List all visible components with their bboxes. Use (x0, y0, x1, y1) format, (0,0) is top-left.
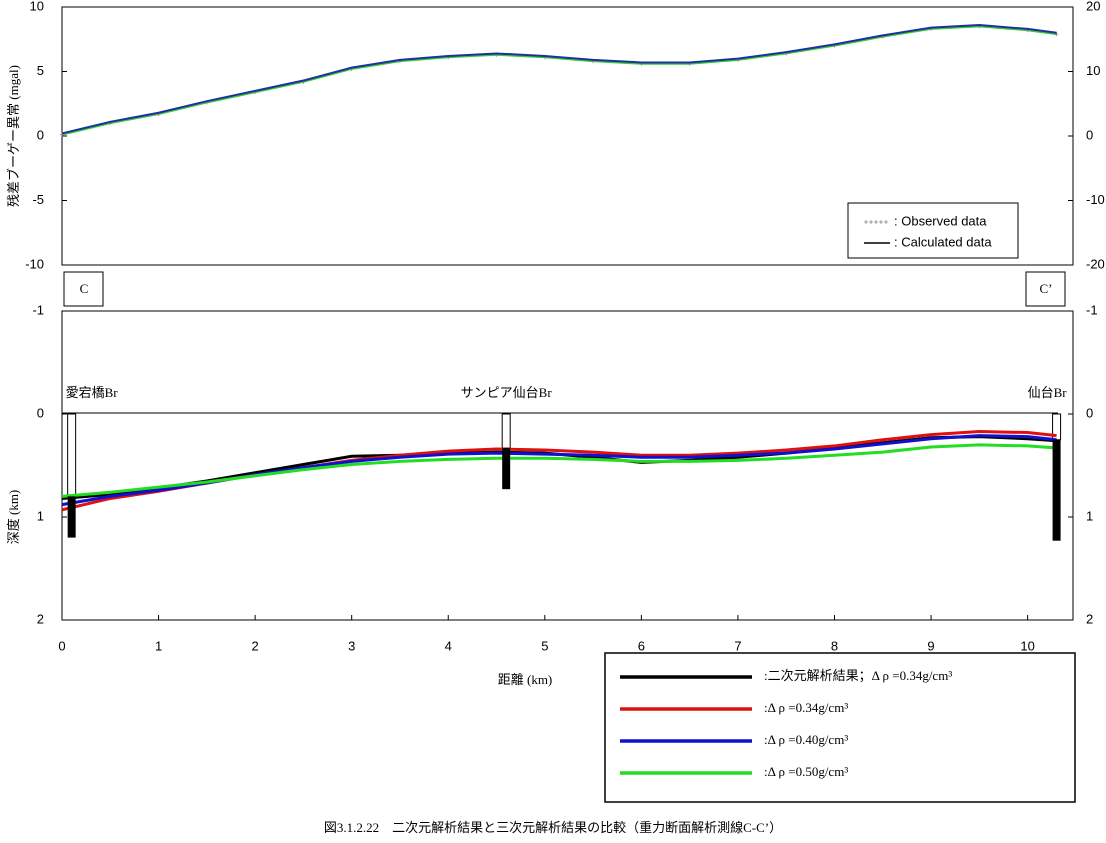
borehole-core (1052, 439, 1061, 541)
x-tick-label: 3 (348, 638, 355, 653)
y-tick-label: 5 (37, 63, 44, 78)
series-line (61, 24, 1057, 135)
borehole-casing (501, 413, 511, 449)
legend-marker (884, 220, 888, 224)
y-tick-label: -5 (32, 192, 44, 207)
borehole-core (67, 496, 76, 538)
y2-tick-label: 10 (1086, 63, 1100, 78)
y-axis-label: 深度 (km) (6, 490, 21, 545)
caption: 図3.1.2.22 二次元解析結果と三次元解析結果の比較（重力断面解析測線C-C… (324, 820, 782, 835)
x-tick-label: 9 (927, 638, 934, 653)
borehole-label: 愛宕橋Br (66, 385, 119, 400)
y2-tick-label: -20 (1086, 256, 1105, 271)
legend-marker (874, 220, 878, 224)
series-line (61, 434, 1057, 507)
y-tick-label: -1 (32, 302, 44, 317)
y2-tick-label: 2 (1086, 611, 1093, 626)
legend-marker (864, 220, 868, 224)
x-axis-label: 距離 (km) (498, 672, 553, 687)
borehole-casing (67, 413, 77, 497)
y-tick-label: 0 (37, 127, 44, 142)
y-tick-label: 0 (37, 405, 44, 420)
y2-tick-label: -1 (1086, 302, 1098, 317)
x-tick-label: 8 (831, 638, 838, 653)
end-label-box (1025, 271, 1066, 307)
x-tick-label: 7 (734, 638, 741, 653)
x-tick-label: 4 (445, 638, 452, 653)
legend-label: : Observed data (894, 213, 987, 228)
y2-tick-label: 20 (1086, 0, 1100, 13)
borehole-label: 仙台Br (1028, 385, 1068, 400)
y-axis-label: 残差ブーゲー異常 (mgal) (6, 65, 21, 207)
y-tick-label: 10 (30, 0, 44, 13)
x-tick-label: 6 (638, 638, 645, 653)
x-tick-label: 2 (252, 638, 259, 653)
legend-label: :二次元解析結果；Δ ρ =0.34g/cm³ (764, 668, 952, 684)
y2-tick-label: 0 (1086, 405, 1093, 420)
y2-tick-label: 0 (1086, 127, 1093, 142)
top-legend (847, 202, 1019, 259)
series-line (61, 435, 1057, 500)
y-tick-label: -10 (25, 256, 44, 271)
series-line (61, 443, 1057, 498)
end-label-box (63, 271, 104, 307)
legend-label: :Δ ρ =0.40g/cm³ (764, 732, 848, 747)
x-tick-label: 0 (58, 638, 65, 653)
x-tick-label: 10 (1020, 638, 1034, 653)
series-line (61, 430, 1057, 512)
legend-marker (879, 220, 883, 224)
y2-tick-label: 1 (1086, 508, 1093, 523)
x-tick-label: 1 (155, 638, 162, 653)
y2-tick-label: -10 (1086, 192, 1105, 207)
legend-label: : Calculated data (894, 234, 992, 249)
legend-label: :Δ ρ =0.50g/cm³ (764, 764, 848, 779)
y-tick-label: 1 (37, 508, 44, 523)
legend-label: :Δ ρ =0.34g/cm³ (764, 700, 848, 715)
end-label: C (80, 281, 89, 296)
borehole-label: サンピア仙台Br (461, 385, 553, 400)
series-line (61, 25, 1057, 136)
bottom-frame (61, 310, 1074, 621)
y-tick-label: 2 (37, 611, 44, 626)
end-label: C’ (1040, 281, 1053, 296)
x-tick-label: 5 (541, 638, 548, 653)
legend-marker (869, 220, 873, 224)
borehole-core (502, 447, 511, 490)
